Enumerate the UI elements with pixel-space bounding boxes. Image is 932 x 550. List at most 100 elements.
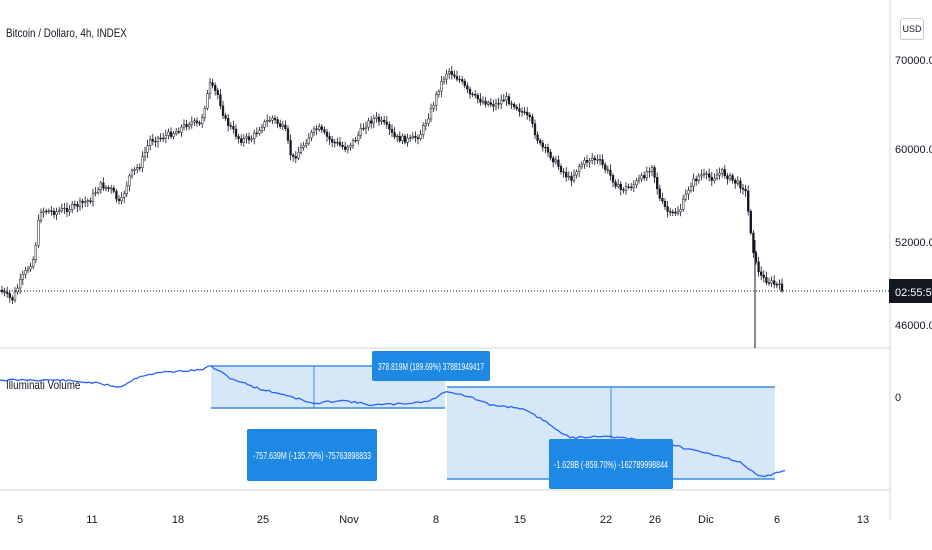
candle-body — [42, 210, 45, 213]
candle-body — [510, 103, 513, 105]
candle-body — [214, 85, 217, 91]
candle-body — [195, 120, 199, 123]
candle-body — [180, 126, 183, 133]
candle-body — [328, 136, 331, 140]
candle-body — [268, 119, 271, 122]
candle-body — [679, 209, 682, 213]
candle-body — [601, 159, 604, 166]
candle-body — [284, 124, 287, 129]
candle-body — [583, 160, 586, 165]
candle-body — [97, 189, 100, 193]
measure-label-2-bg[interactable] — [247, 429, 377, 481]
candle-body — [13, 291, 17, 301]
measure-label-1: 378.819M (189.69%) 37881949417 — [378, 361, 484, 373]
time-tick: 22 — [600, 514, 612, 526]
candle-body — [89, 200, 92, 203]
candle-body — [559, 166, 563, 172]
candle-body — [242, 138, 245, 143]
candle-body — [359, 128, 362, 136]
candle-body — [211, 82, 214, 86]
candle-body — [401, 135, 404, 142]
candle-body — [312, 128, 316, 133]
candle-body — [440, 81, 443, 92]
candle-body — [466, 85, 469, 90]
candle-body — [453, 74, 456, 77]
candle-body — [149, 139, 152, 147]
candle-body — [708, 173, 711, 178]
candle-body — [424, 123, 427, 126]
candle-body — [45, 210, 48, 213]
candle-body — [263, 121, 266, 128]
candle-body — [687, 190, 690, 195]
candle-body — [676, 211, 680, 214]
candle-body — [671, 211, 674, 213]
price-tick: 46000.00 — [895, 320, 932, 332]
candle-body — [16, 287, 19, 293]
candle-body — [666, 206, 669, 212]
candle-body — [253, 132, 256, 139]
candle-body — [136, 167, 139, 170]
candle-body — [528, 114, 531, 118]
candle-body — [240, 138, 243, 143]
measure-label-3-bg[interactable] — [549, 439, 673, 489]
candle-body — [221, 105, 225, 116]
candle-body — [432, 104, 435, 109]
candle-body — [206, 93, 209, 109]
candle-body — [546, 147, 550, 153]
candle-body — [50, 210, 53, 212]
time-tick: Nov — [339, 514, 359, 526]
candle-body — [354, 140, 357, 142]
candle-body — [276, 119, 279, 124]
candle-body — [393, 132, 396, 138]
candle-body — [489, 102, 492, 105]
candle-body — [185, 124, 188, 127]
candle-body — [305, 143, 308, 146]
candle-body — [396, 135, 399, 138]
candle-body — [182, 124, 186, 128]
candle-body — [130, 170, 134, 177]
candle-body — [502, 99, 505, 102]
price-candles[interactable] — [0, 66, 784, 348]
candle-body — [375, 116, 378, 119]
candle-body — [320, 126, 323, 130]
candle-body — [232, 126, 235, 130]
candle-body — [403, 135, 407, 143]
candle-body — [34, 244, 37, 260]
candle-body — [37, 220, 40, 246]
indicator-title[interactable]: Illuminati Volume — [6, 378, 81, 392]
time-tick: 8 — [433, 514, 439, 526]
candle-body — [11, 297, 14, 301]
time-tick: 13 — [857, 514, 869, 526]
candle-body — [575, 171, 578, 176]
candle-body — [526, 111, 529, 116]
candle-body — [250, 138, 253, 141]
measure-label-2: -757.639M (-135.79%) -75763898833 — [253, 450, 371, 462]
candle-body — [557, 159, 560, 167]
candle-body — [585, 160, 589, 163]
candle-body — [234, 128, 238, 137]
candle-body — [689, 186, 693, 191]
candle-body — [102, 182, 105, 189]
candle-body — [739, 180, 742, 189]
candle-body — [609, 169, 612, 176]
candle-body — [648, 171, 651, 173]
symbol-title[interactable]: Bitcoin / Dollaro, 4h, INDEX — [6, 26, 127, 40]
candle-body — [52, 210, 56, 215]
candle-body — [390, 128, 394, 133]
currency-button[interactable]: USD — [900, 18, 924, 40]
candle-body — [419, 134, 422, 139]
candle-body — [333, 141, 336, 144]
candle-body — [71, 204, 74, 210]
candle-body — [500, 99, 503, 105]
measure-label-1-bg[interactable] — [372, 351, 490, 381]
candle-body — [463, 80, 466, 86]
candle-body — [539, 140, 542, 144]
candle-body — [125, 185, 128, 195]
candle-body — [364, 126, 368, 129]
candle-body — [645, 171, 648, 179]
time-tick: 15 — [514, 514, 526, 526]
candle-body — [115, 190, 118, 200]
candle-body — [120, 197, 123, 202]
candle-body — [258, 130, 261, 134]
